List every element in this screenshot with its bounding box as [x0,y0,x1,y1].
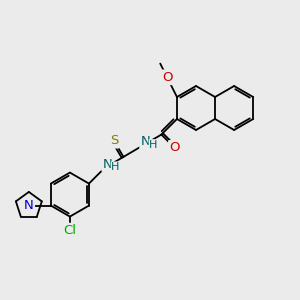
Text: N: N [24,199,34,212]
Text: H: H [111,162,120,172]
Text: Cl: Cl [63,224,76,237]
Text: O: O [169,141,180,154]
Text: N: N [141,135,150,148]
Text: O: O [162,71,172,84]
Text: N: N [24,199,34,212]
Text: N: N [103,158,112,170]
Text: H: H [149,140,158,150]
Text: S: S [110,134,118,147]
